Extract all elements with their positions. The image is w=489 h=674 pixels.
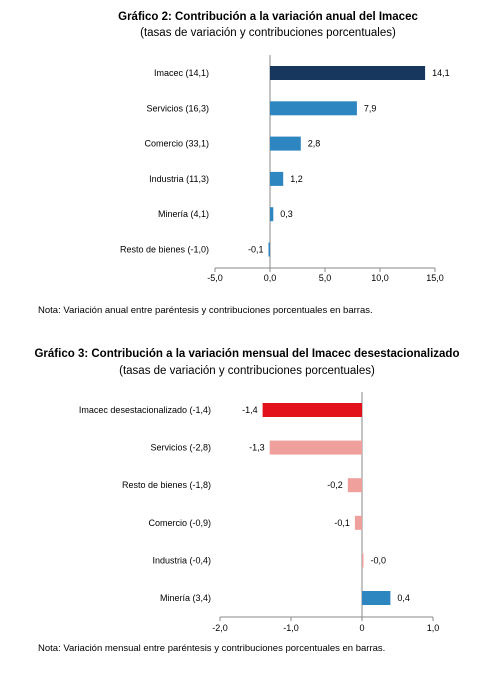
chart3-category-label: Servicios (-2,8)	[150, 443, 211, 453]
chart3-x-tick-label: -2,0	[212, 623, 228, 633]
chart3-category-label: Industria (-0,4)	[152, 555, 211, 565]
chart3-value-label: -1,4	[242, 405, 258, 415]
chart2-bar	[270, 171, 284, 186]
chart2-x-tick-label: 15,0	[426, 273, 444, 283]
chart2-subtitle: (tasas de variación y contribuciones por…	[140, 27, 396, 39]
chart3-category-label: Minería (3,4)	[160, 593, 211, 603]
chart3-value-label: -0,2	[327, 480, 343, 490]
chart3-x-tick-label: -1,0	[283, 623, 299, 633]
chart2-category-label: Servicios (16,3)	[146, 103, 209, 113]
chart2-value-label: -0,1	[248, 245, 264, 255]
chart2-value-label: 2,8	[308, 139, 321, 149]
chart3-category-label: Resto de bienes (-1,8)	[122, 480, 211, 490]
chart2-note: Nota: Variación anual entre paréntesis y…	[38, 305, 373, 316]
chart2-x-tick-label: 5,0	[319, 273, 332, 283]
chart2-bar	[270, 136, 301, 151]
chart2-category-label: Resto de bienes (-1,0)	[120, 245, 209, 255]
chart3-value-label: -0,1	[334, 518, 350, 528]
chart2-bar	[270, 101, 357, 116]
chart2-title: Gráfico 2: Contribución a la variación a…	[118, 11, 418, 23]
chart2-x-tick-label: -5,0	[207, 273, 223, 283]
chart3-bar	[362, 591, 391, 605]
chart3-bar	[354, 515, 362, 530]
chart2-x-tick-label: 10,0	[371, 273, 389, 283]
chart3-value-label: -0,0	[371, 555, 387, 565]
chart3-category-label: Comercio (-0,9)	[148, 518, 211, 528]
chart2-x-tick-label: 0,0	[264, 273, 277, 283]
chart2-bar	[268, 242, 270, 257]
chart2-category-label: Industria (11,3)	[149, 174, 209, 184]
chart3-x-tick-label: 0	[359, 623, 364, 633]
chart2-bar	[270, 66, 426, 80]
chart3-subtitle: (tasas de variación y contribuciones por…	[119, 365, 375, 377]
chart3-bar	[262, 403, 362, 417]
chart2-value-label: 0,3	[280, 209, 293, 219]
chart3-value-label: -1,3	[249, 443, 265, 453]
chart3-value-label: 0,4	[397, 593, 410, 603]
chart3-note: Nota: Variación mensual entre paréntesis…	[38, 643, 385, 654]
chart2-category-label: Imacec (14,1)	[154, 68, 209, 78]
chart2-value-label: 7,9	[364, 103, 377, 113]
chart3-bar	[347, 478, 362, 493]
chart3-bar	[362, 553, 364, 568]
chart3-x-tick-label: 1,0	[427, 623, 440, 633]
chart2-category-label: Minería (4,1)	[158, 209, 209, 219]
chart2-category-label: Comercio (33,1)	[144, 139, 209, 149]
chart2-value-label: 14,1	[432, 68, 450, 78]
chart3-bar	[269, 440, 362, 455]
chart3-title: Gráfico 3: Contribución a la variación m…	[34, 348, 459, 360]
chart2-bar	[270, 207, 274, 222]
chart2-value-label: 1,2	[290, 174, 303, 184]
chart3-category-label: Imacec desestacionalizado (-1,4)	[79, 405, 211, 415]
